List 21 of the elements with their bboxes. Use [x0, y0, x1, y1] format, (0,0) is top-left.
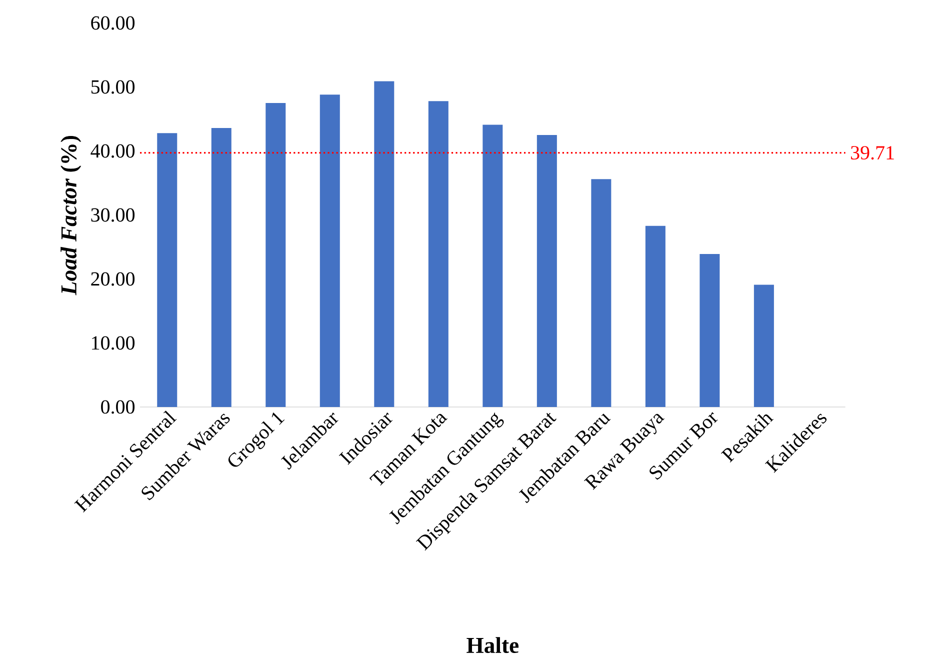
bar — [374, 81, 394, 407]
y-tick-label: 20.00 — [91, 272, 135, 286]
ref-line-label: 39.71 — [851, 146, 894, 160]
bar — [700, 254, 720, 407]
y-tick-label: 40.00 — [90, 144, 135, 158]
y-tick-label: 30.00 — [91, 208, 135, 222]
bar — [536, 134, 557, 407]
bar — [482, 124, 503, 407]
y-tick-label: 10.00 — [92, 336, 135, 350]
bar — [591, 179, 612, 407]
bar — [320, 94, 340, 407]
x-axis-title: Halte — [466, 637, 519, 654]
y-tick-label: 60.00 — [91, 16, 135, 30]
y-axis-title: Load Factor (%) — [60, 136, 82, 296]
bar — [211, 128, 232, 407]
bar — [754, 284, 774, 407]
bar — [266, 102, 286, 407]
y-tick-label: 50.00 — [91, 80, 135, 94]
bar — [428, 101, 448, 407]
bar — [645, 226, 666, 407]
bar — [157, 133, 178, 407]
